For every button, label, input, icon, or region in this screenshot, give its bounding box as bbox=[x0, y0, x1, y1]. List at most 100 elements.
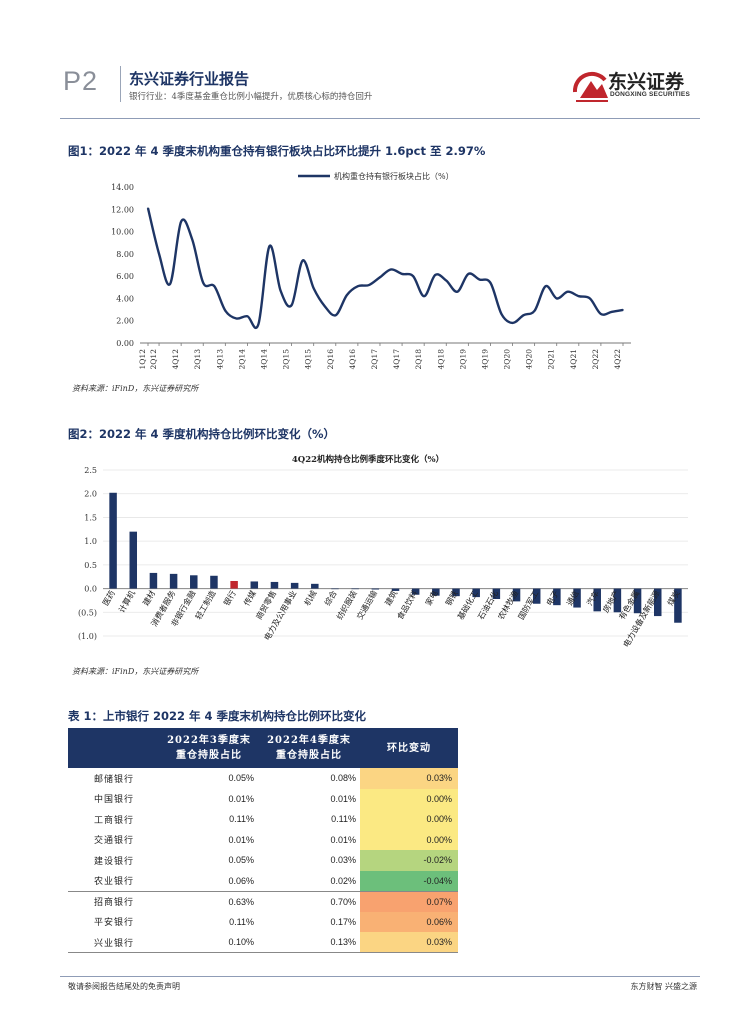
header-rule bbox=[60, 118, 700, 119]
x-tick-label: 2Q20 bbox=[503, 349, 512, 370]
data-point bbox=[478, 278, 481, 281]
data-point bbox=[202, 282, 205, 284]
q4-share-cell: 0.13% bbox=[258, 932, 360, 953]
data-point bbox=[467, 273, 470, 275]
category-label: 传媒 bbox=[241, 589, 258, 608]
table-row: 邮储银行 0.05% 0.08% 0.03% bbox=[68, 768, 458, 789]
figure2-source: 资料来源：iFinD，东兴证券研究所 bbox=[72, 667, 199, 676]
header-q3: 2022年3季度末 重仓持股占比 bbox=[160, 728, 258, 768]
category-label: 建筑 bbox=[383, 589, 400, 608]
x-tick-label: 2Q17 bbox=[370, 349, 379, 370]
bank-name-cell: 平安银行 bbox=[93, 918, 134, 929]
table-row: 农业银行 0.06% 0.02% -0.04% bbox=[68, 870, 458, 891]
report-subtitle: 银行行业：4季度基金重仓比例小幅提升，优质核心标的持仓回升 bbox=[129, 92, 373, 102]
data-point bbox=[257, 323, 260, 325]
logo-english: DONGXING SECURITIES bbox=[610, 91, 691, 98]
x-tick-label: 2Q13 bbox=[193, 349, 202, 370]
q4-share-cell: 0.03% bbox=[330, 855, 356, 866]
x-tick-label: 2Q22 bbox=[591, 349, 600, 370]
data-point bbox=[191, 238, 193, 241]
legend-label: 机构重仓持有银行板块占比（%） bbox=[334, 171, 454, 181]
data-point bbox=[301, 259, 304, 262]
x-tick-label: 4Q13 bbox=[215, 349, 224, 370]
x-tick-label: 2Q19 bbox=[458, 349, 467, 370]
y-tick-label: 2.00 bbox=[116, 317, 134, 326]
table-row: 招商银行 0.63% 0.70% 0.07% bbox=[68, 890, 458, 912]
y-tick-label: 0.5 bbox=[84, 561, 97, 570]
data-point bbox=[290, 304, 293, 306]
footer-rule bbox=[60, 976, 700, 977]
data-point bbox=[312, 287, 315, 290]
category-label: 医药 bbox=[100, 589, 117, 608]
header-q4: 2022年4季度末 重仓持股占比 bbox=[258, 728, 360, 768]
bar bbox=[452, 588, 460, 597]
table-row: 平安银行 0.11% 0.17% 0.06% bbox=[68, 911, 458, 932]
data-point bbox=[268, 245, 271, 247]
x-tick-label: 1Q12 bbox=[138, 349, 147, 370]
data-point bbox=[368, 284, 370, 286]
chart2-title: 4Q22机构持仓比例季度环比变化（%） bbox=[292, 454, 444, 465]
category-label: 综合 bbox=[322, 589, 339, 608]
change-cell: 0.07% bbox=[360, 890, 458, 912]
data-point bbox=[611, 311, 613, 313]
bar bbox=[573, 588, 581, 608]
y-tick-label: 8.00 bbox=[116, 250, 134, 259]
q3-share-cell: 0.01% bbox=[228, 793, 254, 804]
bank-name-cell: 农业银行 bbox=[93, 877, 134, 887]
category-label: 银行 bbox=[221, 589, 238, 608]
series-line bbox=[146, 207, 624, 330]
bar bbox=[371, 588, 380, 590]
report-title: 东兴证券行业报告 bbox=[129, 70, 250, 88]
header-name-column bbox=[68, 728, 160, 768]
bar bbox=[633, 588, 642, 614]
data-point bbox=[555, 297, 558, 300]
data-point bbox=[158, 253, 160, 255]
x-tick-label: 2Q21 bbox=[547, 349, 556, 369]
data-point bbox=[224, 309, 227, 312]
bank-name-cell: 中国银行 bbox=[93, 795, 134, 806]
data-point bbox=[379, 276, 381, 279]
data-point bbox=[180, 220, 182, 223]
data-point bbox=[279, 289, 282, 292]
data-point bbox=[445, 279, 448, 282]
x-tick-label: 4Q21 bbox=[569, 349, 578, 369]
bar bbox=[613, 588, 622, 613]
bar bbox=[169, 573, 178, 589]
data-point bbox=[456, 290, 459, 293]
data-point bbox=[346, 294, 348, 296]
bar bbox=[472, 588, 480, 598]
bank-holdings-table: 2022年3季度末 重仓持股占比 2022年4季度末 重仓持股占比 环比变动 邮储银… bbox=[68, 728, 458, 953]
x-tick-label: 4Q16 bbox=[348, 349, 357, 370]
x-tick-label: 2Q12 bbox=[149, 349, 158, 370]
q3-share-cell: 0.11% bbox=[229, 814, 254, 825]
bar bbox=[391, 588, 400, 591]
data-point bbox=[213, 285, 216, 287]
data-point bbox=[412, 275, 414, 277]
q4-share-cell: 0.11% bbox=[331, 814, 356, 825]
bar bbox=[129, 531, 138, 589]
q3-share-cell: 0.63% bbox=[160, 890, 258, 912]
y-tick-label: 0.00 bbox=[116, 339, 134, 348]
header-q3-line2: 重仓持股占比 bbox=[176, 750, 242, 761]
x-tick-label: 4Q14 bbox=[260, 349, 269, 370]
data-point bbox=[622, 309, 624, 311]
data-point bbox=[522, 314, 525, 316]
x-tick-label: 4Q19 bbox=[480, 349, 489, 370]
figure1-source: 资料来源：iFinD，东兴证券研究所 bbox=[72, 384, 199, 393]
bar bbox=[411, 588, 420, 595]
x-tick-label: 4Q22 bbox=[613, 349, 622, 370]
bar bbox=[532, 588, 541, 604]
category-label: 建材 bbox=[141, 589, 158, 608]
q3-share-cell: 0.06% bbox=[228, 875, 254, 886]
figure1-title: 图1：2022 年 4 季度末机构重仓持有银行板块占比环比提升 1.6pct 至… bbox=[68, 144, 486, 158]
bar bbox=[270, 581, 279, 589]
change-cell: -0.02% bbox=[360, 850, 458, 871]
bar bbox=[492, 588, 501, 600]
change-cell: 0.00% bbox=[360, 829, 458, 850]
x-tick-label: 2Q18 bbox=[414, 349, 423, 370]
table-row: 交通银行 0.01% 0.01% 0.00% bbox=[68, 829, 458, 850]
logo-text: 东兴证券 bbox=[608, 71, 685, 93]
x-tick-label: 4Q15 bbox=[304, 349, 313, 370]
data-point bbox=[489, 282, 492, 284]
data-point bbox=[390, 268, 392, 271]
